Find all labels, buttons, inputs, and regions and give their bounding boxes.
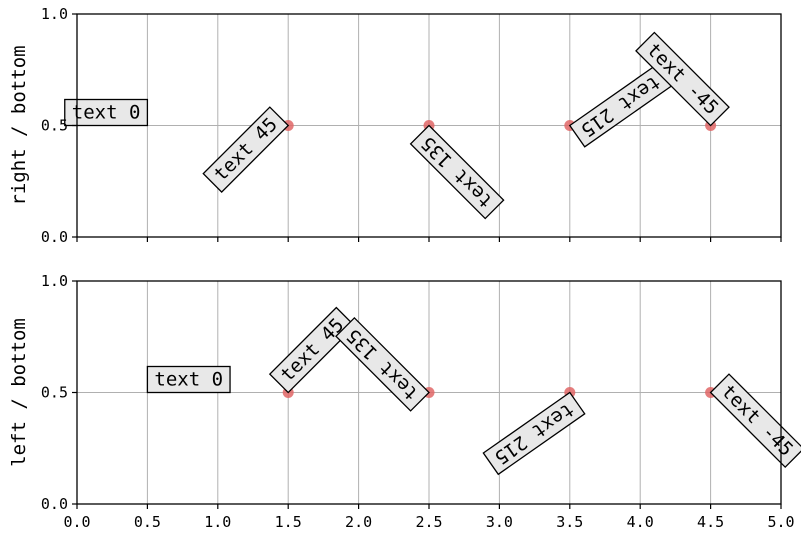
annotation-label: text 45: [210, 113, 282, 185]
x-tick-label: 0.0: [63, 513, 90, 531]
annotation-box: [335, 316, 430, 412]
y-tick-label: 0.0: [41, 228, 68, 246]
annotation-label: text 45: [276, 314, 348, 386]
annotation-label: text 215: [577, 71, 665, 142]
y-axis-label: right / bottom: [8, 45, 30, 205]
annotation-box: [268, 306, 356, 394]
text-annotation: text 0: [146, 365, 231, 394]
text-annotation: text 0: [64, 98, 149, 127]
x-tick-label: 3.0: [486, 513, 513, 531]
annotation-box: [146, 365, 231, 394]
annotation-box: [202, 106, 290, 193]
text-annotation: text 135: [409, 124, 505, 220]
annotation-label: text 0: [72, 102, 141, 124]
y-tick-label: 0.5: [41, 117, 68, 135]
x-tick-label: 2.0: [345, 513, 372, 531]
x-tick-label: 2.5: [415, 513, 442, 531]
y-tick-label: 0.5: [41, 384, 68, 402]
x-tick-label: 1.5: [275, 513, 302, 531]
annotation-label: text 0: [154, 369, 223, 391]
x-tick-label: 4.5: [697, 513, 724, 531]
annotation-box: [64, 98, 149, 127]
text-annotation: text 135: [335, 316, 430, 412]
x-tick-label: 1.0: [204, 513, 231, 531]
annotation-box: [635, 31, 730, 127]
annotation-box: [482, 391, 586, 476]
annotation-label: text 215: [490, 398, 578, 469]
text-annotation: text -45: [709, 373, 801, 469]
annotation-box: [409, 124, 505, 220]
x-tick-label: 5.0: [767, 513, 794, 531]
y-tick-label: 1.0: [41, 272, 68, 290]
x-tick-label: 3.5: [556, 513, 583, 531]
text-annotation: text 45: [268, 306, 356, 394]
x-tick-label: 0.5: [134, 513, 161, 531]
text-annotation: text 45: [202, 106, 290, 193]
y-axis-label: left / bottom: [8, 318, 30, 467]
x-tick-label: 4.0: [627, 513, 654, 531]
y-tick-label: 0.0: [41, 495, 68, 513]
text-annotation: text 215: [568, 64, 673, 148]
y-tick-label: 1.0: [41, 5, 68, 23]
annotation-box: [709, 373, 801, 469]
